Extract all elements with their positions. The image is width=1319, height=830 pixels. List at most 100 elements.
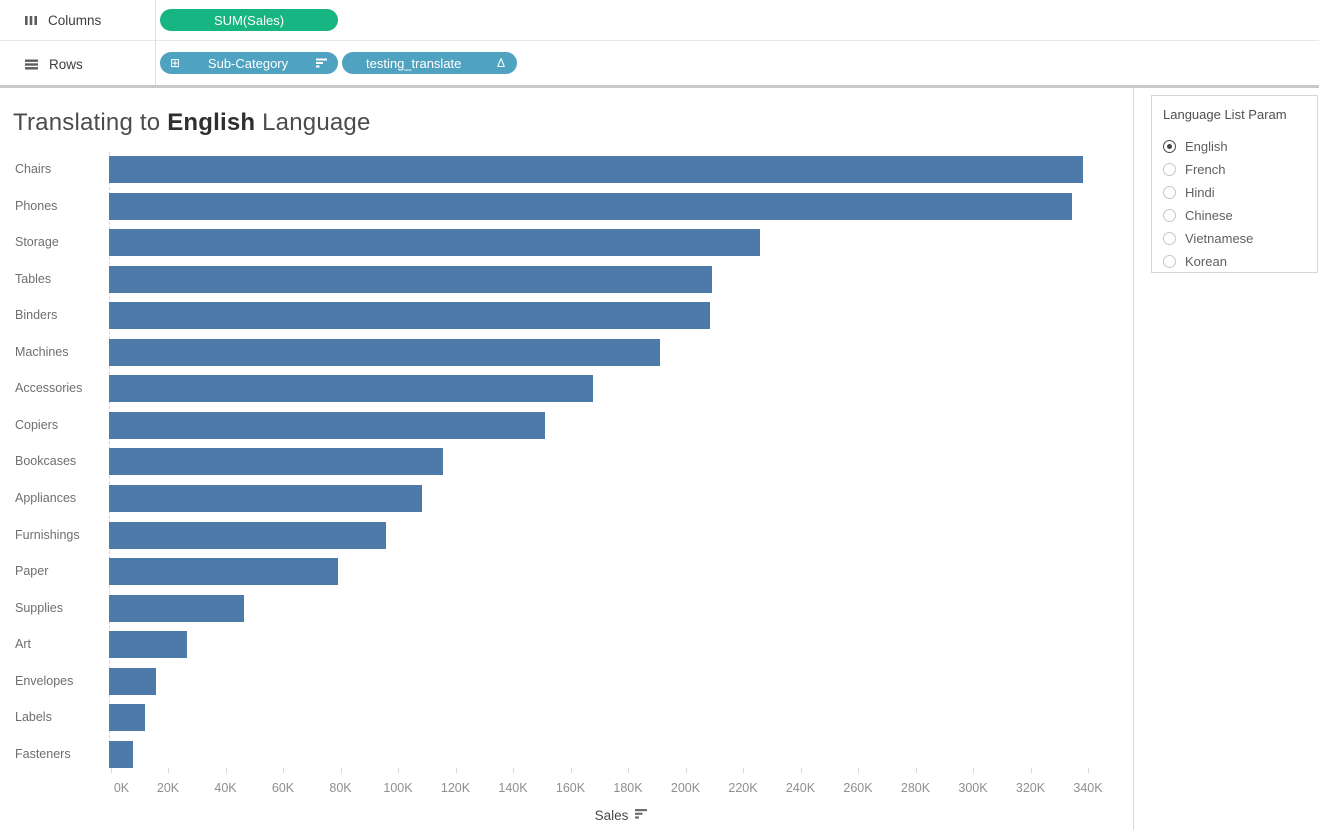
x-tick-mark [168, 768, 169, 773]
row-label-binders[interactable]: Binders [15, 308, 58, 323]
x-tick-label-120k: 120K [440, 781, 471, 795]
row-label-copiers[interactable]: Copiers [15, 417, 59, 432]
param-option-label: Vietnamese [1185, 231, 1254, 246]
row-label-envelopes[interactable]: Envelopes [15, 673, 74, 688]
pill-sub-category[interactable]: ⊞ Sub-Category [160, 52, 338, 74]
bar-chairs[interactable] [109, 156, 1083, 183]
x-tick-label-300k: 300K [958, 781, 988, 795]
row-label-appliances[interactable]: Appliances [15, 490, 77, 505]
row-label-tables[interactable]: Tables [15, 271, 52, 286]
bar-bookcases[interactable] [109, 448, 443, 476]
x-tick-label-180k: 180K [613, 781, 643, 795]
row-label-bookcases[interactable]: Bookcases [15, 454, 77, 469]
param-option-label: English [1185, 139, 1228, 154]
param-option-vietnamese[interactable]: Vietnamese [1163, 227, 1313, 250]
rows-icon [24, 58, 39, 71]
bar-labels[interactable] [109, 704, 145, 732]
pill-sum-sales-label: SUM(Sales) [213, 12, 285, 28]
chart-title: Translating to English Language [13, 109, 371, 136]
x-tick-mark [110, 768, 112, 773]
x-tick-mark [455, 768, 457, 773]
x-tick-mark [858, 768, 859, 773]
x-tick-label-220k: 220K [728, 781, 758, 795]
bar-machines[interactable] [109, 338, 660, 366]
x-tick-mark [398, 768, 399, 773]
param-option-label: Hindi [1185, 185, 1215, 200]
row-label-storage[interactable]: Storage [15, 235, 59, 250]
x-tick-mark [1088, 768, 1089, 773]
param-option-english[interactable]: English [1163, 135, 1313, 158]
bar-storage[interactable] [109, 229, 760, 257]
x-tick-label-200k: 200K [670, 781, 701, 795]
bar-envelopes[interactable] [109, 667, 156, 695]
row-label-furnishings[interactable]: Furnishings [15, 527, 80, 542]
bar-accessories[interactable] [109, 375, 594, 403]
pill-testing-translate[interactable]: testing_translate Δ [342, 52, 517, 74]
pill-sum-sales[interactable]: SUM(Sales) [160, 9, 338, 31]
bar-paper[interactable] [109, 558, 339, 586]
radio-icon[interactable] [1163, 232, 1176, 245]
bar-art[interactable] [109, 631, 188, 659]
param-option-hindi[interactable]: Hindi [1163, 181, 1313, 204]
row-label-accessories[interactable]: Accessories [15, 381, 83, 396]
x-tick-mark [685, 768, 687, 773]
parameter-control: Language List Param English French Hindi Ch… [1151, 95, 1318, 273]
rows-shelf: Rows [0, 43, 155, 85]
row-label-phones[interactable]: Phones [15, 198, 58, 213]
shelf-divider [0, 40, 1319, 41]
columns-icon [24, 14, 38, 27]
x-axis-title[interactable]: Sales [110, 806, 1133, 824]
bar-phones[interactable] [109, 192, 1072, 220]
row-label-paper[interactable]: Paper [15, 564, 49, 579]
x-tick-label-100k: 100K [383, 781, 413, 795]
x-tick-mark [340, 768, 342, 773]
sort-descending-icon[interactable] [635, 806, 648, 824]
x-tick-label-80k: 80K [329, 781, 352, 795]
shelf-vertical-divider [155, 0, 156, 85]
row-label-chairs[interactable]: Chairs [15, 162, 52, 176]
row-label-art[interactable]: Art [15, 637, 31, 652]
x-tick-mark [1030, 768, 1032, 773]
x-tick-mark [973, 768, 974, 773]
bar-supplies[interactable] [109, 594, 244, 622]
row-label-supplies[interactable]: Supplies [15, 600, 63, 615]
x-tick-label-0k: 0K [113, 781, 130, 795]
param-option-chinese[interactable]: Chinese [1163, 204, 1313, 227]
pill-sub-category-label: Sub-Category [207, 55, 289, 71]
x-axis-title-text: Sales [594, 807, 629, 823]
bar-appliances[interactable] [109, 484, 422, 512]
param-option-label: French [1185, 162, 1226, 177]
radio-selected-icon[interactable] [1163, 140, 1176, 153]
row-label-machines[interactable]: Machines [15, 344, 69, 359]
x-tick-label-240k: 240K [785, 781, 816, 795]
row-label-labels[interactable]: Labels [15, 710, 52, 725]
x-tick-mark [570, 768, 572, 773]
parameter-title: Language List Param [1163, 107, 1287, 122]
pill-testing-translate-label: testing_translate [366, 55, 462, 71]
radio-icon[interactable] [1163, 255, 1176, 268]
columns-shelf-label: Columns [48, 12, 102, 28]
param-option-korean[interactable]: Korean [1163, 250, 1313, 273]
row-label-fasteners[interactable]: Fasteners [15, 746, 71, 761]
param-option-label: Chinese [1185, 208, 1233, 223]
sort-descending-icon[interactable] [316, 56, 328, 71]
x-tick-mark [915, 768, 917, 773]
radio-icon[interactable] [1163, 163, 1176, 176]
bar-fasteners[interactable] [109, 740, 133, 768]
x-tick-mark [628, 768, 629, 773]
x-tick-label-340k: 340K [1073, 781, 1103, 795]
radio-icon[interactable] [1163, 186, 1176, 199]
x-tick-mark [743, 768, 744, 773]
x-tick-mark [513, 768, 514, 773]
param-option-label: Korean [1185, 254, 1227, 269]
x-tick-label-140k: 140K [498, 781, 528, 795]
bar-tables[interactable] [109, 265, 712, 293]
bar-binders[interactable] [109, 302, 710, 330]
bar-furnishings[interactable] [109, 521, 386, 549]
squared-plus-icon: ⊞ [170, 56, 181, 70]
radio-icon[interactable] [1163, 209, 1176, 222]
param-option-french[interactable]: French [1163, 158, 1313, 181]
columns-shelf: Columns [0, 0, 155, 40]
x-tick-label-160k: 160K [555, 781, 586, 795]
bar-copiers[interactable] [109, 411, 546, 439]
